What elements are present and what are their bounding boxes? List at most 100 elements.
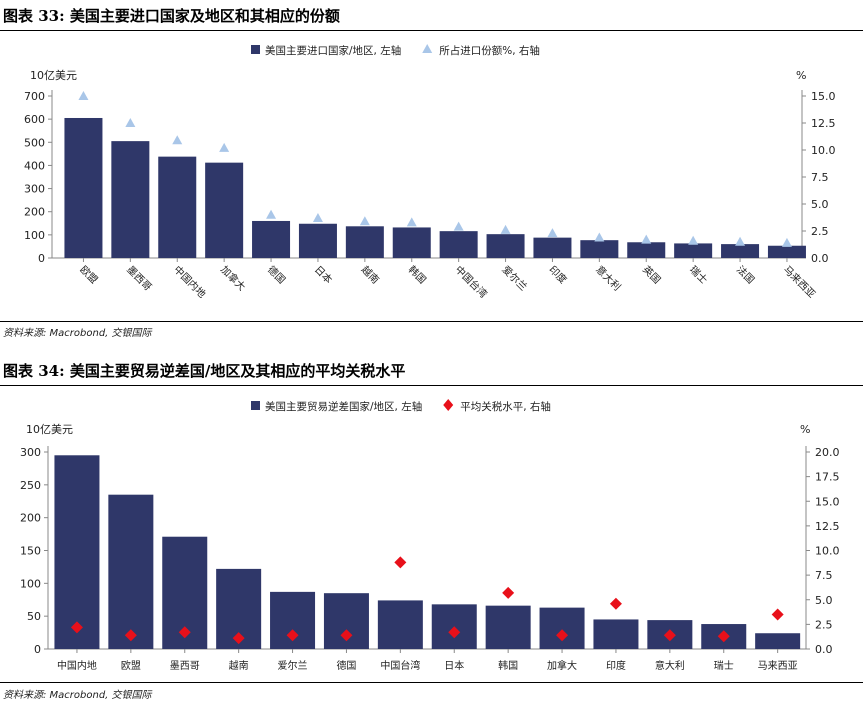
share-triangle-marker [453,221,464,231]
legend-label-markers: 平均关税水平, 右轴 [460,400,551,413]
left-tick-label: 150 [20,545,41,558]
category-label: 德国 [265,263,288,286]
bar [377,600,423,649]
tariff-diamond-marker [556,629,569,642]
category-label: 印度 [606,659,626,672]
share-triangle-marker [781,237,792,247]
tariff-diamond-marker [340,629,353,642]
category-label: 中国台湾 [380,659,420,672]
category-label: 瑞士 [714,659,734,672]
legend-label-bars: 美国主要进口国家/地区, 左轴 [265,44,401,57]
bar [298,223,337,258]
figure-34-source: 资料来源: Macrobond, 交银国际 [3,690,152,701]
category-label: 印度 [546,263,569,286]
category-label: 中国内地 [57,659,97,672]
right-tick-label: 17.5 [815,471,840,484]
share-triangle-marker [735,236,746,246]
left-tick-label: 0 [38,252,45,265]
left-tick-label: 50 [27,610,41,623]
figure-34-bottom-rule [0,682,863,683]
left-tick-label: 600 [24,113,45,126]
category-label: 加拿大 [218,263,248,293]
tariff-diamond-marker [771,608,784,621]
figure-34-chart: 美国主要贸易逆差国家/地区, 左轴 平均关税水平, 右轴 10亿美元 % 0 50 100 1… [20,399,840,672]
tariff-diamond-marker [609,597,622,610]
share-triangle-marker [266,209,277,219]
category-label: 韩国 [498,659,518,672]
share-triangle-marker [219,142,230,152]
bar [721,244,760,258]
category-label: 越南 [229,659,249,672]
bar [627,242,666,258]
figure-34-top-rule [0,385,863,386]
tariff-diamond-marker [717,630,730,643]
category-label: 英国 [640,263,663,286]
share-triangle-marker [172,135,183,145]
left-axis-unit: 10亿美元 [26,423,73,436]
category-label: 墨西哥 [170,660,200,672]
bar [755,633,801,649]
category-label: 欧盟 [121,660,141,672]
category-label: 越南 [359,263,382,286]
bar [767,245,806,258]
bar [108,494,154,649]
tariff-diamond-marker [394,556,407,569]
bar [580,240,619,258]
category-label: 意大利 [593,263,623,293]
share-triangle-marker [547,228,558,238]
tariff-diamond-marker [178,626,191,639]
right-tick-label: 2.5 [815,618,833,631]
figure-33-chart: 美国主要进口国家/地区, 左轴 所占进口份额%, 右轴 10亿美元 % 0 100 200 3… [24,44,836,300]
right-tick-label: 2.5 [811,225,829,238]
right-tick-label: 15.0 [811,90,836,103]
share-triangle-marker [500,224,511,234]
category-label: 爱尔兰 [278,659,308,672]
right-tick-label: 7.5 [811,171,829,184]
category-label: 日本 [312,263,335,286]
bar [485,605,531,649]
left-tick-label: 200 [24,206,45,219]
share-triangle-marker [78,91,89,100]
left-tick-label: 100 [24,229,45,242]
bar [54,455,100,649]
category-label: 日本 [444,659,464,672]
left-tick-label: 300 [24,183,45,196]
category-label: 墨西哥 [124,264,154,294]
right-tick-label: 7.5 [815,569,833,582]
left-tick-label: 250 [20,479,41,492]
tariff-diamond-marker [286,629,299,642]
category-label: 爱尔兰 [499,263,529,293]
right-tick-label: 12.5 [815,520,840,533]
category-label: 意大利 [655,659,685,672]
left-tick-label: 400 [24,159,45,172]
tariff-diamond-marker [124,629,137,642]
share-triangle-marker [641,234,652,244]
right-tick-label: 12.5 [811,117,836,130]
right-tick-label: 5.0 [815,594,833,607]
right-tick-label: 0.0 [815,643,833,656]
right-tick-label: 10.0 [815,545,840,558]
bar [205,162,244,258]
left-tick-label: 300 [20,446,41,459]
legend-label-bars: 美国主要贸易逆差国家/地区, 左轴 [265,400,422,413]
bar [486,234,525,258]
bar [533,237,572,258]
bar [439,231,478,258]
share-triangle-marker [406,217,417,227]
tariff-diamond-marker [502,586,515,599]
tariff-diamond-marker [70,621,83,634]
category-label: 法国 [734,263,757,286]
legend-swatch-diamond [443,399,454,411]
bar [64,117,103,258]
right-tick-label: 10.0 [811,144,836,157]
share-triangle-marker [359,216,370,226]
bar [674,243,713,258]
left-tick-label: 500 [24,136,45,149]
left-tick-label: 700 [24,90,45,103]
figure-33-title: 图表 33: 美国主要进口国家及地区和其相应的份额 [3,7,340,25]
left-axis-unit: 10亿美元 [30,69,77,82]
category-label: 德国 [336,659,356,672]
bar [593,619,639,649]
bar [158,156,197,258]
bar [392,227,431,258]
